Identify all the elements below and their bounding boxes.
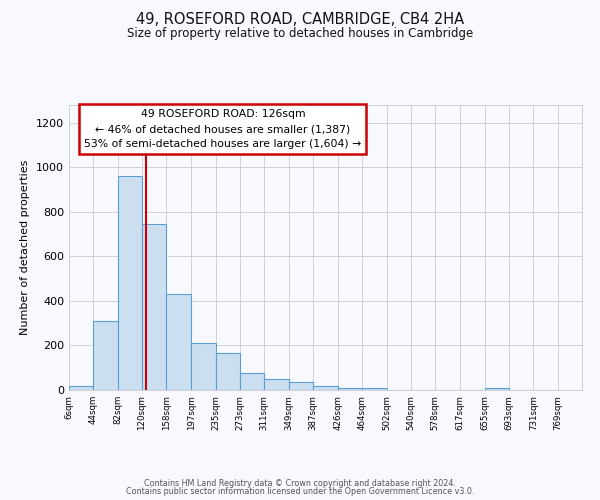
Text: Size of property relative to detached houses in Cambridge: Size of property relative to detached ho… — [127, 28, 473, 40]
Bar — [191, 343, 215, 390]
Bar — [142, 224, 166, 390]
Bar — [485, 388, 509, 390]
Bar — [118, 176, 142, 390]
Bar — [289, 382, 313, 390]
Bar — [166, 294, 191, 390]
Bar — [94, 321, 118, 390]
Text: 49 ROSEFORD ROAD: 126sqm
← 46% of detached houses are smaller (1,387)
53% of sem: 49 ROSEFORD ROAD: 126sqm ← 46% of detach… — [84, 110, 362, 149]
Text: Contains public sector information licensed under the Open Government Licence v3: Contains public sector information licen… — [126, 487, 474, 496]
Y-axis label: Number of detached properties: Number of detached properties — [20, 160, 31, 335]
Text: 49, ROSEFORD ROAD, CAMBRIDGE, CB4 2HA: 49, ROSEFORD ROAD, CAMBRIDGE, CB4 2HA — [136, 12, 464, 28]
Bar — [265, 380, 289, 390]
Bar — [338, 388, 362, 390]
Bar — [69, 386, 94, 390]
Bar — [215, 354, 240, 390]
Bar — [240, 374, 265, 390]
Text: Contains HM Land Registry data © Crown copyright and database right 2024.: Contains HM Land Registry data © Crown c… — [144, 478, 456, 488]
Bar — [362, 388, 386, 390]
Bar — [313, 386, 338, 390]
